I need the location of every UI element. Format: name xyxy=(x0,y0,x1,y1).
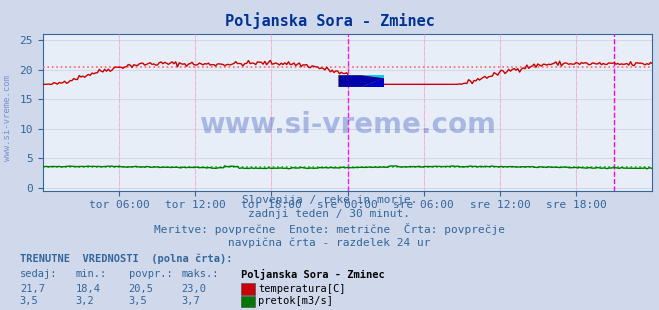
Polygon shape xyxy=(361,75,384,78)
Text: zadnji teden / 30 minut.: zadnji teden / 30 minut. xyxy=(248,209,411,219)
Text: 23,0: 23,0 xyxy=(181,284,206,294)
Text: 18,4: 18,4 xyxy=(76,284,101,294)
Text: 21,7: 21,7 xyxy=(20,284,45,294)
Text: 3,5: 3,5 xyxy=(129,296,147,306)
Polygon shape xyxy=(339,75,384,87)
Text: min.:: min.: xyxy=(76,269,107,279)
Text: www.si-vreme.com: www.si-vreme.com xyxy=(3,75,13,161)
Text: TRENUTNE  VREDNOSTI  (polna črta):: TRENUTNE VREDNOSTI (polna črta): xyxy=(20,254,232,264)
Polygon shape xyxy=(361,78,384,87)
Text: 3,7: 3,7 xyxy=(181,296,200,306)
Text: 20,5: 20,5 xyxy=(129,284,154,294)
Text: navpična črta - razdelek 24 ur: navpična črta - razdelek 24 ur xyxy=(228,237,431,248)
Text: Slovenija / reke in morje.: Slovenija / reke in morje. xyxy=(242,195,417,205)
Text: povpr.:: povpr.: xyxy=(129,269,172,279)
Text: Poljanska Sora - Zminec: Poljanska Sora - Zminec xyxy=(241,269,384,280)
Text: 3,2: 3,2 xyxy=(76,296,94,306)
Text: 3,5: 3,5 xyxy=(20,296,38,306)
Text: pretok[m3/s]: pretok[m3/s] xyxy=(258,296,333,306)
Polygon shape xyxy=(339,75,384,87)
Text: Meritve: povprečne  Enote: metrične  Črta: povprečje: Meritve: povprečne Enote: metrične Črta:… xyxy=(154,223,505,235)
Text: www.si-vreme.com: www.si-vreme.com xyxy=(199,111,496,139)
Text: Poljanska Sora - Zminec: Poljanska Sora - Zminec xyxy=(225,12,434,29)
Text: sedaj:: sedaj: xyxy=(20,269,57,279)
Text: maks.:: maks.: xyxy=(181,269,219,279)
Text: temperatura[C]: temperatura[C] xyxy=(258,284,346,294)
